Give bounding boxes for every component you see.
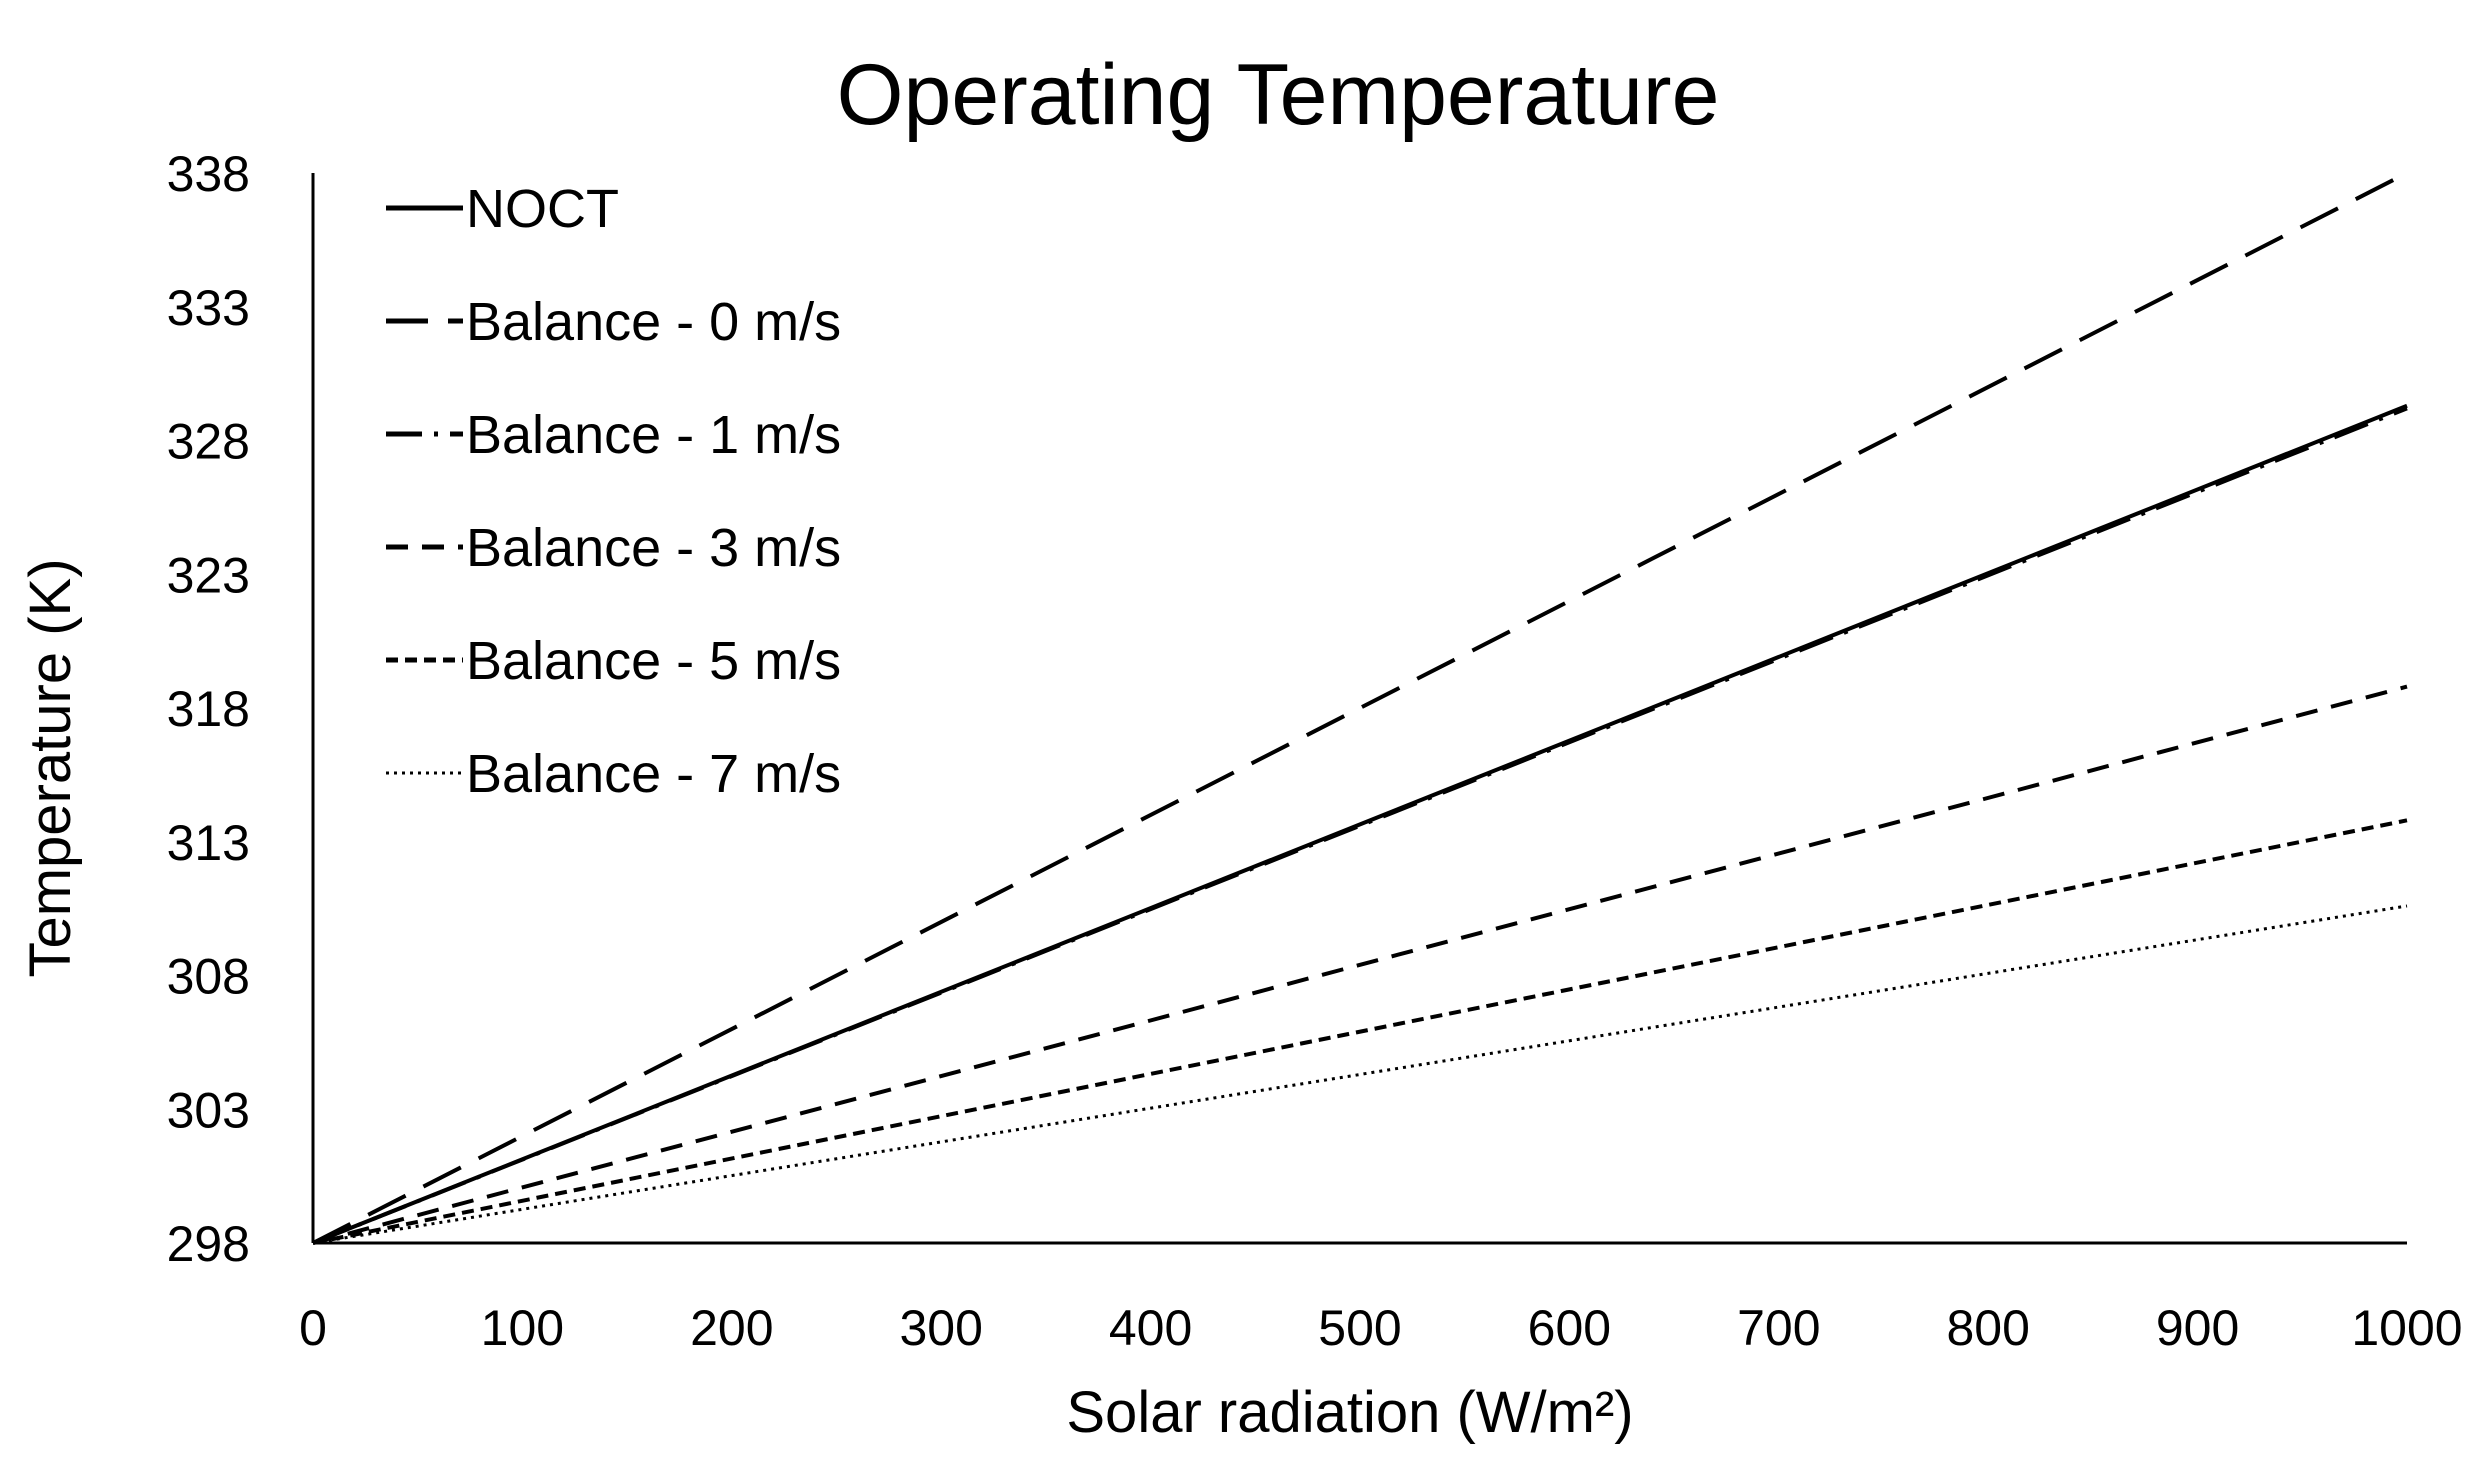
legend-label: NOCT xyxy=(466,179,619,239)
y-axis-title: Temperature (K) xyxy=(18,558,83,977)
x-tick-label: 300 xyxy=(899,1300,982,1356)
series-line-2 xyxy=(312,406,2408,1245)
y-tick-label: 323 xyxy=(167,547,250,603)
legend-label: Balance - 0 m/s xyxy=(466,292,841,352)
series-line-5 xyxy=(312,904,2408,1245)
x-tick-label: 600 xyxy=(1528,1300,1611,1356)
y-tick-label: 303 xyxy=(167,1082,250,1138)
legend-label: Balance - 1 m/s xyxy=(466,405,841,465)
legend-label: Balance - 3 m/s xyxy=(466,518,841,578)
series-line-3 xyxy=(312,684,2408,1245)
y-tick-label: 338 xyxy=(167,146,250,202)
x-tick-label: 0 xyxy=(299,1300,327,1356)
y-tick-label: 313 xyxy=(167,815,250,871)
y-tick-label: 298 xyxy=(167,1216,250,1272)
series-line-4 xyxy=(312,818,2408,1245)
x-tick-labels: 0 100 200 300 400 500 600 700 800 900 1000 xyxy=(299,1300,2463,1356)
x-tick-label: 100 xyxy=(481,1300,564,1356)
series-line-0 xyxy=(312,403,2408,1245)
x-axis-title: Solar radiation (W/m²) xyxy=(1066,1380,1633,1445)
x-tick-label: 400 xyxy=(1109,1300,1192,1356)
legend: NOCT Balance - 0 m/s Balance - 1 m/s Balanc… xyxy=(386,179,841,804)
x-tick-label: 500 xyxy=(1318,1300,1401,1356)
series-line-1 xyxy=(312,171,2408,1245)
legend-label: Balance - 5 m/s xyxy=(466,631,841,691)
x-tick-label: 700 xyxy=(1737,1300,1820,1356)
x-tick-label: 800 xyxy=(1946,1300,2029,1356)
y-tick-label: 318 xyxy=(167,681,250,737)
legend-label: Balance - 7 m/s xyxy=(466,744,841,804)
chart-title: Operating Temperature xyxy=(837,47,1720,143)
y-tick-label: 333 xyxy=(167,280,250,336)
x-tick-label: 900 xyxy=(2156,1300,2239,1356)
x-tick-label: 1000 xyxy=(2351,1300,2462,1356)
y-tick-label: 308 xyxy=(167,949,250,1005)
series-lines xyxy=(312,171,2408,1245)
x-tick-label: 200 xyxy=(690,1300,773,1356)
y-tick-label: 328 xyxy=(167,414,250,470)
y-tick-labels: 298 303 308 313 318 323 328 333 338 xyxy=(167,146,250,1272)
